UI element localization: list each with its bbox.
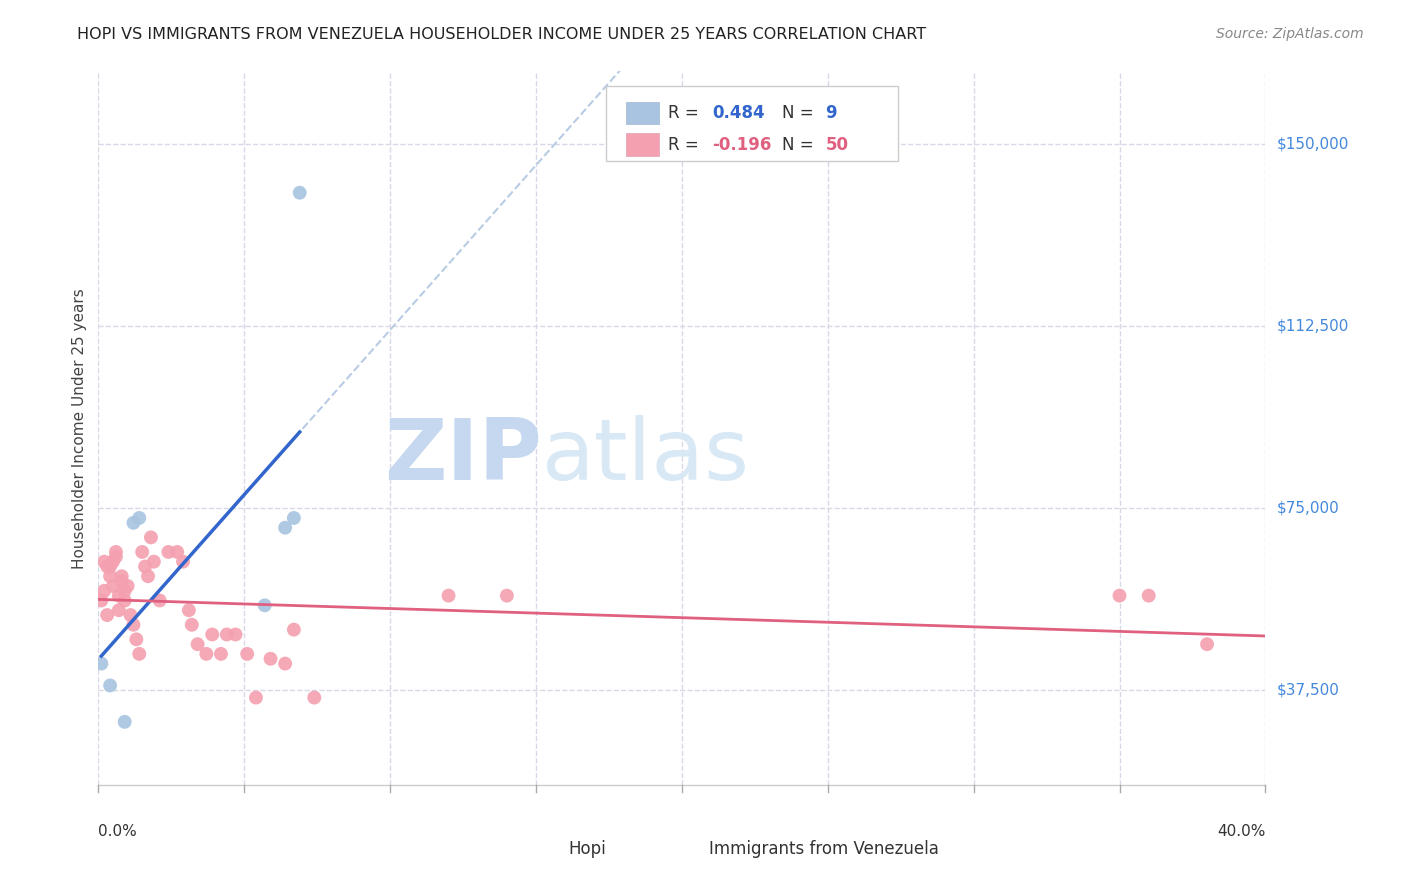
Point (283, 511, 305, 525)
Point (90, 593, 112, 607)
Point (93, 583, 115, 598)
Point (104, 545, 127, 559)
Point (157, 545, 180, 559)
Point (1137, 589, 1160, 603)
Point (96, 608, 118, 623)
Point (283, 623, 305, 637)
FancyBboxPatch shape (606, 86, 898, 161)
Text: R =: R = (668, 104, 704, 122)
Point (101, 579, 124, 593)
Point (108, 589, 131, 603)
Text: Hopi: Hopi (568, 840, 606, 858)
Text: 9: 9 (825, 104, 837, 122)
Point (134, 559, 156, 574)
Point (496, 589, 519, 603)
Point (1108, 589, 1130, 603)
Point (98, 569, 121, 583)
Point (180, 617, 202, 632)
Point (177, 603, 200, 617)
Text: R =: R = (668, 136, 704, 153)
Bar (626, 134, 658, 156)
Text: $150,000: $150,000 (1277, 136, 1348, 152)
Point (225, 627, 247, 641)
Text: HOPI VS IMMIGRANTS FROM VENEZUELA HOUSEHOLDER INCOME UNDER 25 YEARS CORRELATION : HOPI VS IMMIGRANTS FROM VENEZUELA HOUSEH… (77, 27, 927, 42)
Point (166, 545, 188, 559)
Point (149, 593, 172, 607)
Point (108, 603, 131, 617)
Point (93, 555, 115, 569)
Text: ZIP: ZIP (384, 415, 541, 499)
Text: -0.196: -0.196 (713, 136, 772, 153)
Text: N =: N = (782, 136, 820, 153)
Text: $112,500: $112,500 (1277, 318, 1348, 334)
Point (122, 516, 145, 530)
Point (437, 589, 460, 603)
Point (131, 545, 153, 559)
Point (304, 690, 326, 705)
Point (1195, 637, 1218, 651)
Point (187, 637, 209, 651)
Point (136, 569, 159, 583)
Point (120, 608, 142, 623)
Point (104, 549, 127, 564)
Point (101, 555, 124, 569)
Point (128, 511, 150, 525)
Point (117, 579, 139, 593)
Point (96, 559, 118, 574)
Point (215, 627, 238, 641)
Point (201, 627, 224, 641)
Point (98, 678, 121, 692)
Point (245, 690, 267, 705)
Point (90, 657, 112, 671)
Text: Immigrants from Venezuela: Immigrants from Venezuela (709, 840, 939, 858)
Point (253, 599, 276, 613)
Point (274, 657, 297, 671)
Bar (519, 838, 561, 862)
Point (274, 521, 297, 535)
Bar (626, 102, 658, 124)
Text: $75,000: $75,000 (1277, 500, 1340, 516)
Text: 40.0%: 40.0% (1218, 824, 1265, 839)
Point (172, 555, 194, 569)
Point (139, 530, 162, 544)
Text: 0.0%: 0.0% (98, 824, 138, 839)
Point (114, 714, 136, 729)
Point (259, 652, 281, 666)
Y-axis label: Householder Income Under 25 years: Householder Income Under 25 years (72, 288, 87, 568)
Text: $37,500: $37,500 (1277, 682, 1340, 698)
Point (111, 574, 134, 588)
Point (209, 647, 232, 661)
Point (236, 647, 259, 661)
Point (142, 555, 165, 569)
Text: 0.484: 0.484 (713, 104, 765, 122)
Point (111, 569, 134, 583)
Text: Source: ZipAtlas.com: Source: ZipAtlas.com (1216, 27, 1364, 41)
Point (114, 583, 136, 598)
Point (114, 593, 136, 607)
Bar (658, 838, 700, 862)
Point (195, 647, 218, 661)
Text: atlas: atlas (541, 415, 749, 499)
Point (122, 617, 145, 632)
Point (128, 647, 150, 661)
Point (125, 632, 148, 647)
Point (288, 186, 311, 200)
Point (98, 559, 121, 574)
Text: N =: N = (782, 104, 820, 122)
Text: 50: 50 (825, 136, 848, 153)
